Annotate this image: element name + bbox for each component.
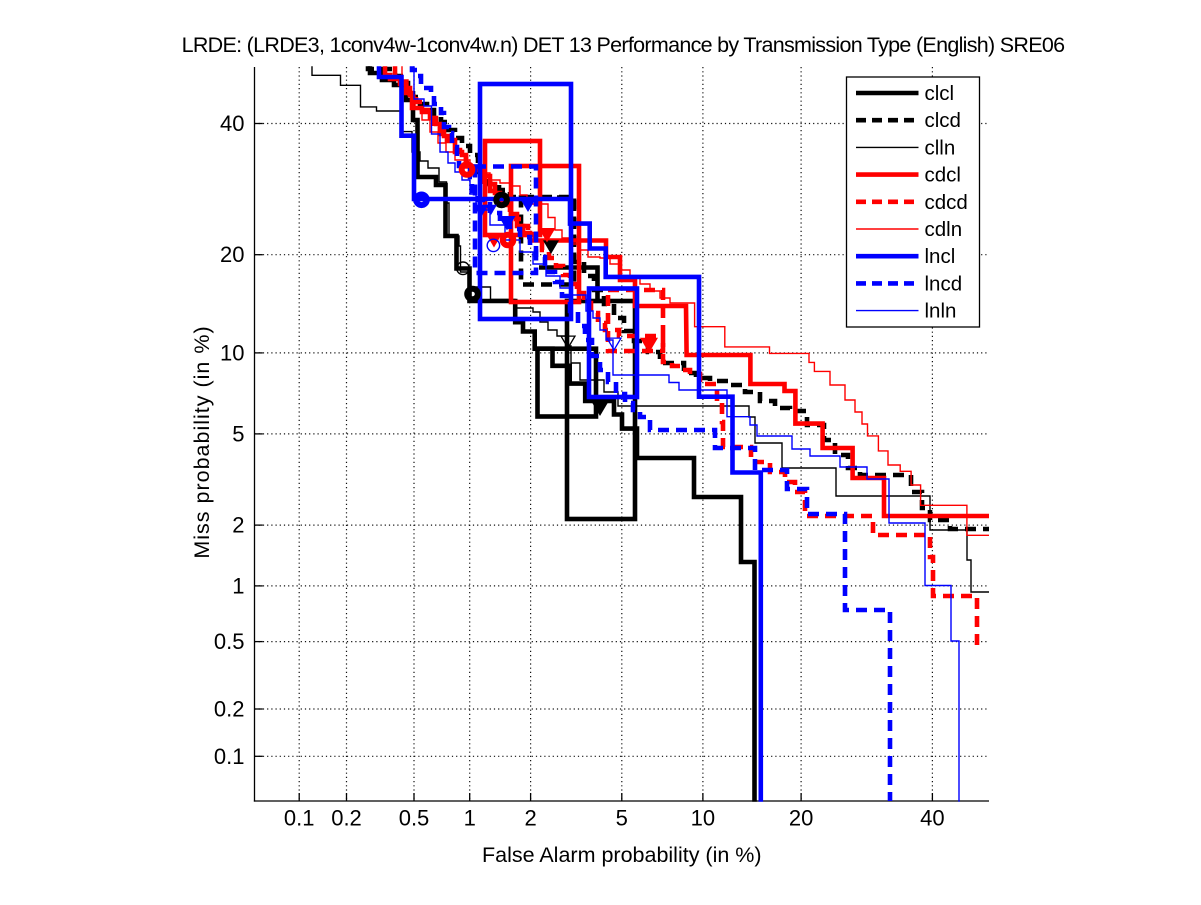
svg-text:0.1: 0.1 xyxy=(214,744,245,769)
svg-text:0.2: 0.2 xyxy=(331,806,362,831)
svg-text:10: 10 xyxy=(691,806,715,831)
svg-text:lnln: lnln xyxy=(925,300,957,323)
svg-text:clcl: clcl xyxy=(925,82,955,105)
svg-text:Miss probability (in %): Miss probability (in %) xyxy=(190,325,214,558)
svg-text:0.5: 0.5 xyxy=(399,806,430,831)
svg-text:40: 40 xyxy=(920,806,944,831)
svg-text:1: 1 xyxy=(464,806,476,831)
svg-text:5: 5 xyxy=(616,806,628,831)
svg-text:10: 10 xyxy=(220,340,244,365)
svg-text:lncl: lncl xyxy=(925,245,956,268)
svg-text:0.5: 0.5 xyxy=(214,629,245,654)
svg-text:20: 20 xyxy=(789,806,813,831)
svg-text:2: 2 xyxy=(232,513,244,538)
svg-text:0.1: 0.1 xyxy=(284,806,315,831)
svg-text:5: 5 xyxy=(232,421,244,446)
svg-text:20: 20 xyxy=(220,242,244,267)
svg-text:1: 1 xyxy=(232,573,244,598)
svg-text:40: 40 xyxy=(220,111,244,136)
svg-text:lncd: lncd xyxy=(925,272,963,295)
svg-text:cdln: cdln xyxy=(925,218,963,241)
svg-text:0.2: 0.2 xyxy=(214,697,245,722)
svg-text:clln: clln xyxy=(925,136,956,159)
svg-text:cdcl: cdcl xyxy=(925,164,961,187)
svg-text:2: 2 xyxy=(524,806,536,831)
svg-text:cdcd: cdcd xyxy=(925,191,968,214)
svg-text:LRDE: (LRDE3, 1conv4w-1conv4w.: LRDE: (LRDE3, 1conv4w-1conv4w.n) DET 13 … xyxy=(182,33,1066,57)
svg-text:clcd: clcd xyxy=(925,109,961,132)
svg-text:False Alarm probability (in %): False Alarm probability (in %) xyxy=(482,843,762,867)
